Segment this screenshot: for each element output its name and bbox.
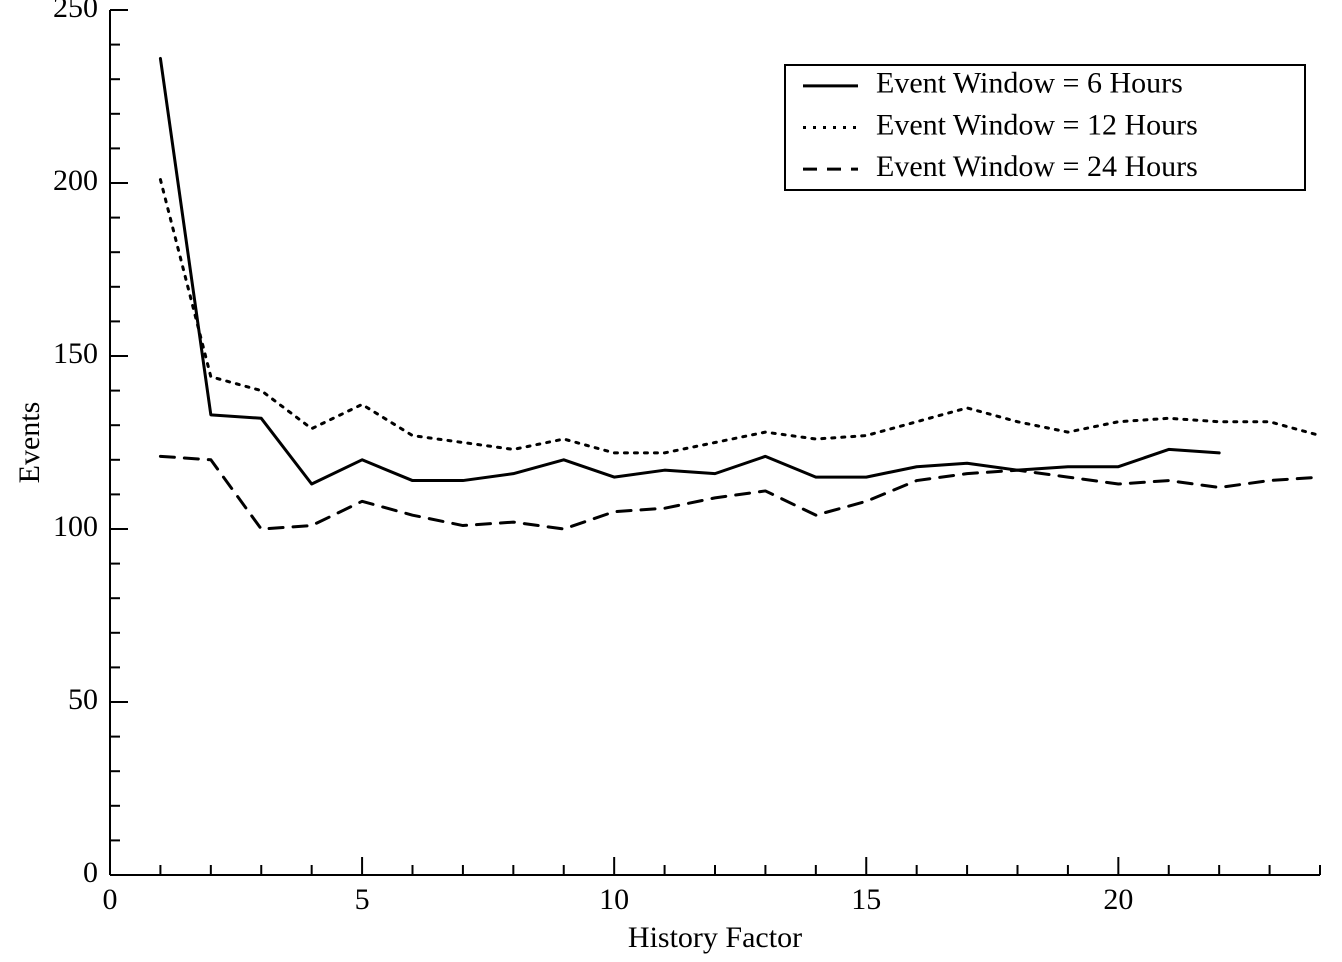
line-chart: 0 50 100 150 200 250 0 5 10 15 20 History Factor Eve… xyxy=(0,0,1342,962)
legend-label-1: Event Window = 12 Hours xyxy=(876,108,1198,141)
y-tick-label: 150 xyxy=(53,337,98,370)
x-tick-label: 0 xyxy=(103,883,118,916)
x-axis-label: History Factor xyxy=(628,921,802,954)
y-tick-label: 50 xyxy=(68,683,98,716)
x-tick-label: 15 xyxy=(851,883,881,916)
legend-label-2: Event Window = 24 Hours xyxy=(876,150,1198,183)
y-tick-label: 100 xyxy=(53,510,98,543)
y-tick-label: 250 xyxy=(53,0,98,24)
y-axis-label: Events xyxy=(13,402,46,484)
x-tick-label: 20 xyxy=(1103,883,1133,916)
x-tick-label: 5 xyxy=(355,883,370,916)
y-tick-label: 0 xyxy=(83,856,98,889)
x-tick-label: 10 xyxy=(599,883,629,916)
legend-label-0: Event Window = 6 Hours xyxy=(876,67,1183,100)
y-tick-label: 200 xyxy=(53,164,98,197)
